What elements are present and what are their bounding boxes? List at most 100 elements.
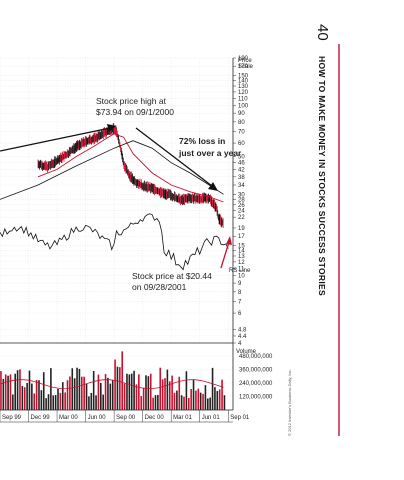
volume-bar <box>145 375 147 410</box>
volume-bar <box>57 388 59 410</box>
volume-bar <box>40 390 43 410</box>
arrow-head-low <box>226 236 232 245</box>
volume-bar <box>54 395 57 410</box>
volume-tick-label: 360,000,000 <box>239 368 273 374</box>
volume-bar <box>31 383 33 410</box>
volume-bar <box>28 370 31 410</box>
price-tick-label: 8 <box>238 290 242 296</box>
price-tick-label: 140 <box>238 79 249 85</box>
price-tick-label: 9 <box>238 281 242 287</box>
volume-bar <box>173 392 176 410</box>
price-scale-label: Scale <box>238 64 254 70</box>
price-tick-label: 130 <box>238 84 249 90</box>
annotation-high: $73.94 on 09/1/2000 <box>96 107 174 117</box>
volume-bar <box>19 369 21 410</box>
volume-bar <box>97 374 100 410</box>
price-tick-label: 12 <box>238 260 245 266</box>
volume-bar <box>0 371 2 410</box>
price-tick-label: 34 <box>238 183 245 189</box>
volume-bar <box>50 368 52 410</box>
annotation-loss: just over a year <box>178 148 242 158</box>
annotation-low: Stock price at $20.44 <box>132 271 212 281</box>
volume-bar <box>85 383 88 410</box>
x-tick-label: Dec 00 <box>145 415 165 421</box>
price-tick-label: 42 <box>238 167 245 173</box>
volume-bar <box>121 351 124 410</box>
volume-bar <box>185 371 188 410</box>
price-tick-label: 38 <box>238 175 245 181</box>
volume-bar <box>71 368 74 410</box>
axis-layer: 1901701501401301201101009080706050464238… <box>0 56 273 422</box>
volume-bar <box>130 373 133 410</box>
volume-bar <box>92 371 95 410</box>
volume-bar <box>83 376 85 410</box>
volume-bar <box>102 394 104 410</box>
volume-bar <box>33 393 36 410</box>
volume-tick-label: 120,000,000 <box>239 395 273 401</box>
annotation-low: on 09/28/2001 <box>132 282 187 292</box>
price-tick-label: 80 <box>238 120 245 126</box>
volume-bar <box>21 386 24 410</box>
volume-bar <box>183 396 185 410</box>
arrow-head-high <box>107 124 116 132</box>
price-tick-label: 170 <box>238 64 249 70</box>
volume-bar <box>23 387 26 410</box>
price-tick-label: 6 <box>238 311 242 317</box>
price-tick-label: 22 <box>238 215 245 221</box>
volume-bar <box>78 368 81 410</box>
volume-label: Volume <box>236 349 257 355</box>
x-tick-label: Mar 00 <box>59 415 78 421</box>
price-tick-label: 150 <box>238 73 249 79</box>
x-tick-label: Mar 01 <box>173 415 192 421</box>
volume-bar <box>178 376 181 410</box>
price-tick-label: 15 <box>238 243 245 249</box>
volume-bar <box>128 374 131 410</box>
price-tick-label: 13 <box>238 254 245 260</box>
price-tick-label: 17 <box>238 234 245 240</box>
price-tick-label: 120 <box>238 90 249 96</box>
volume-bar <box>223 395 226 410</box>
arrow-loss <box>135 127 213 187</box>
volume-bar <box>114 359 116 410</box>
volume-bar <box>95 395 97 410</box>
book-title: HOW TO MAKE MONEY IN STOCKS SUCCESS STOR… <box>317 56 327 296</box>
x-tick-label: Sep 01 <box>230 415 250 421</box>
x-tick-label: Sep 99 <box>2 415 22 421</box>
volume-bar <box>126 373 128 410</box>
x-tick-label: Sep 00 <box>116 415 136 421</box>
volume-bar <box>104 373 107 410</box>
annotation-high: Stock price high at <box>96 96 167 106</box>
volume-bar <box>35 379 38 410</box>
price-tick-label: 50 <box>238 155 245 161</box>
rs-line <box>0 213 229 271</box>
volume-bar <box>142 387 145 410</box>
volume-bar <box>199 392 202 410</box>
volume-bar <box>61 382 64 410</box>
volume-bar <box>100 383 102 410</box>
volume-bar <box>66 380 69 410</box>
price-tick-label: 4 <box>238 341 242 347</box>
price-scale-label: Price <box>238 58 252 64</box>
volume-bar <box>116 366 119 410</box>
x-tick-label: Jun 00 <box>88 415 107 421</box>
price-tick-label: 60 <box>238 141 245 147</box>
volume-bar <box>42 372 45 410</box>
price-tick-label: 10 <box>238 273 245 279</box>
price-tick-label: 30 <box>238 192 245 198</box>
price-tick-label: 46 <box>238 161 245 167</box>
price-tick-label: 28 <box>238 197 245 203</box>
volume-bar <box>9 374 12 410</box>
volume-tick-label: 480,000,000 <box>239 354 273 360</box>
chart-grid <box>0 57 233 397</box>
annotation-loss: 72% loss in <box>179 136 225 146</box>
volume-bar <box>64 392 66 410</box>
volume-bar <box>7 375 9 410</box>
price-tick-label: 110 <box>238 96 248 102</box>
volume-bar <box>47 394 50 410</box>
volume-bar <box>154 395 157 410</box>
volume-bar <box>45 398 47 410</box>
price-tick-label: 7 <box>238 300 242 306</box>
volume-bar <box>12 394 14 410</box>
volume-bar <box>52 395 55 410</box>
volume-bar <box>4 374 7 410</box>
